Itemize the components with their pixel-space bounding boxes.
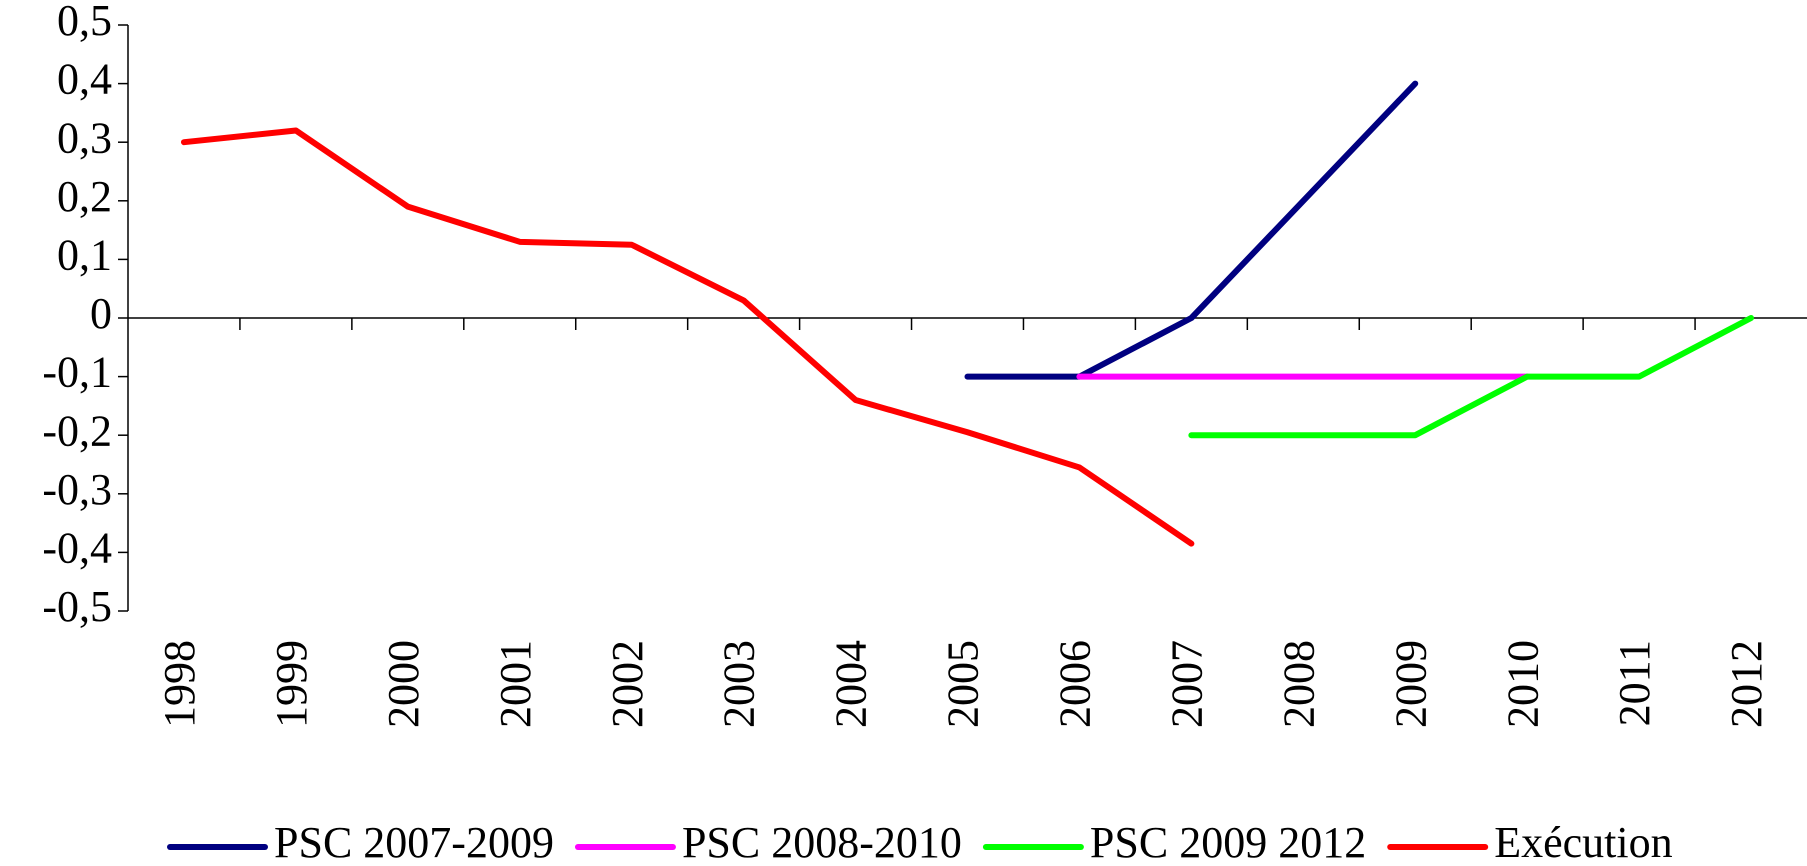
legend-label: PSC 2007-2009 bbox=[274, 818, 554, 866]
legend-label: PSC 2008-2010 bbox=[682, 818, 962, 866]
x-tick-label: 2009 bbox=[1386, 640, 1435, 728]
y-tick-label: -0,4 bbox=[42, 523, 112, 572]
x-tick-label: 2004 bbox=[827, 640, 876, 728]
y-tick-label: 0,1 bbox=[57, 230, 112, 279]
y-tick-label: 0,3 bbox=[57, 113, 112, 162]
y-tick-label: -0,3 bbox=[42, 465, 112, 514]
y-tick-label: 0,2 bbox=[57, 172, 112, 221]
x-tick-label: 2008 bbox=[1274, 640, 1323, 728]
x-tick-label: 2005 bbox=[939, 640, 988, 728]
series-line bbox=[180, 127, 1195, 547]
x-tick-label: 2011 bbox=[1610, 640, 1659, 726]
x-tick-label: 1998 bbox=[155, 640, 204, 728]
x-tick-label: 2003 bbox=[715, 640, 764, 728]
x-tick-label: 2002 bbox=[603, 640, 652, 728]
y-tick-label: 0,4 bbox=[57, 55, 112, 104]
x-tick-label: 2000 bbox=[379, 640, 428, 728]
y-tick-label: -0,5 bbox=[42, 582, 112, 631]
x-tick-label: 2007 bbox=[1162, 640, 1211, 728]
x-tick-label: 1999 bbox=[267, 640, 316, 728]
y-tick-label: -0,2 bbox=[42, 406, 112, 455]
y-tick-label: 0 bbox=[90, 289, 112, 338]
series-line bbox=[964, 80, 1419, 380]
y-tick-label: 0,5 bbox=[57, 0, 112, 45]
x-tick-label: 2012 bbox=[1722, 640, 1771, 728]
x-tick-label: 2010 bbox=[1498, 640, 1547, 728]
x-tick-label: 2001 bbox=[491, 640, 540, 728]
series-line bbox=[1188, 315, 1755, 439]
x-tick-label: 2006 bbox=[1051, 640, 1100, 728]
legend-label: PSC 2009 2012 bbox=[1090, 818, 1366, 866]
y-tick-label: -0,1 bbox=[42, 348, 112, 397]
legend-label: Exécution bbox=[1494, 818, 1672, 866]
